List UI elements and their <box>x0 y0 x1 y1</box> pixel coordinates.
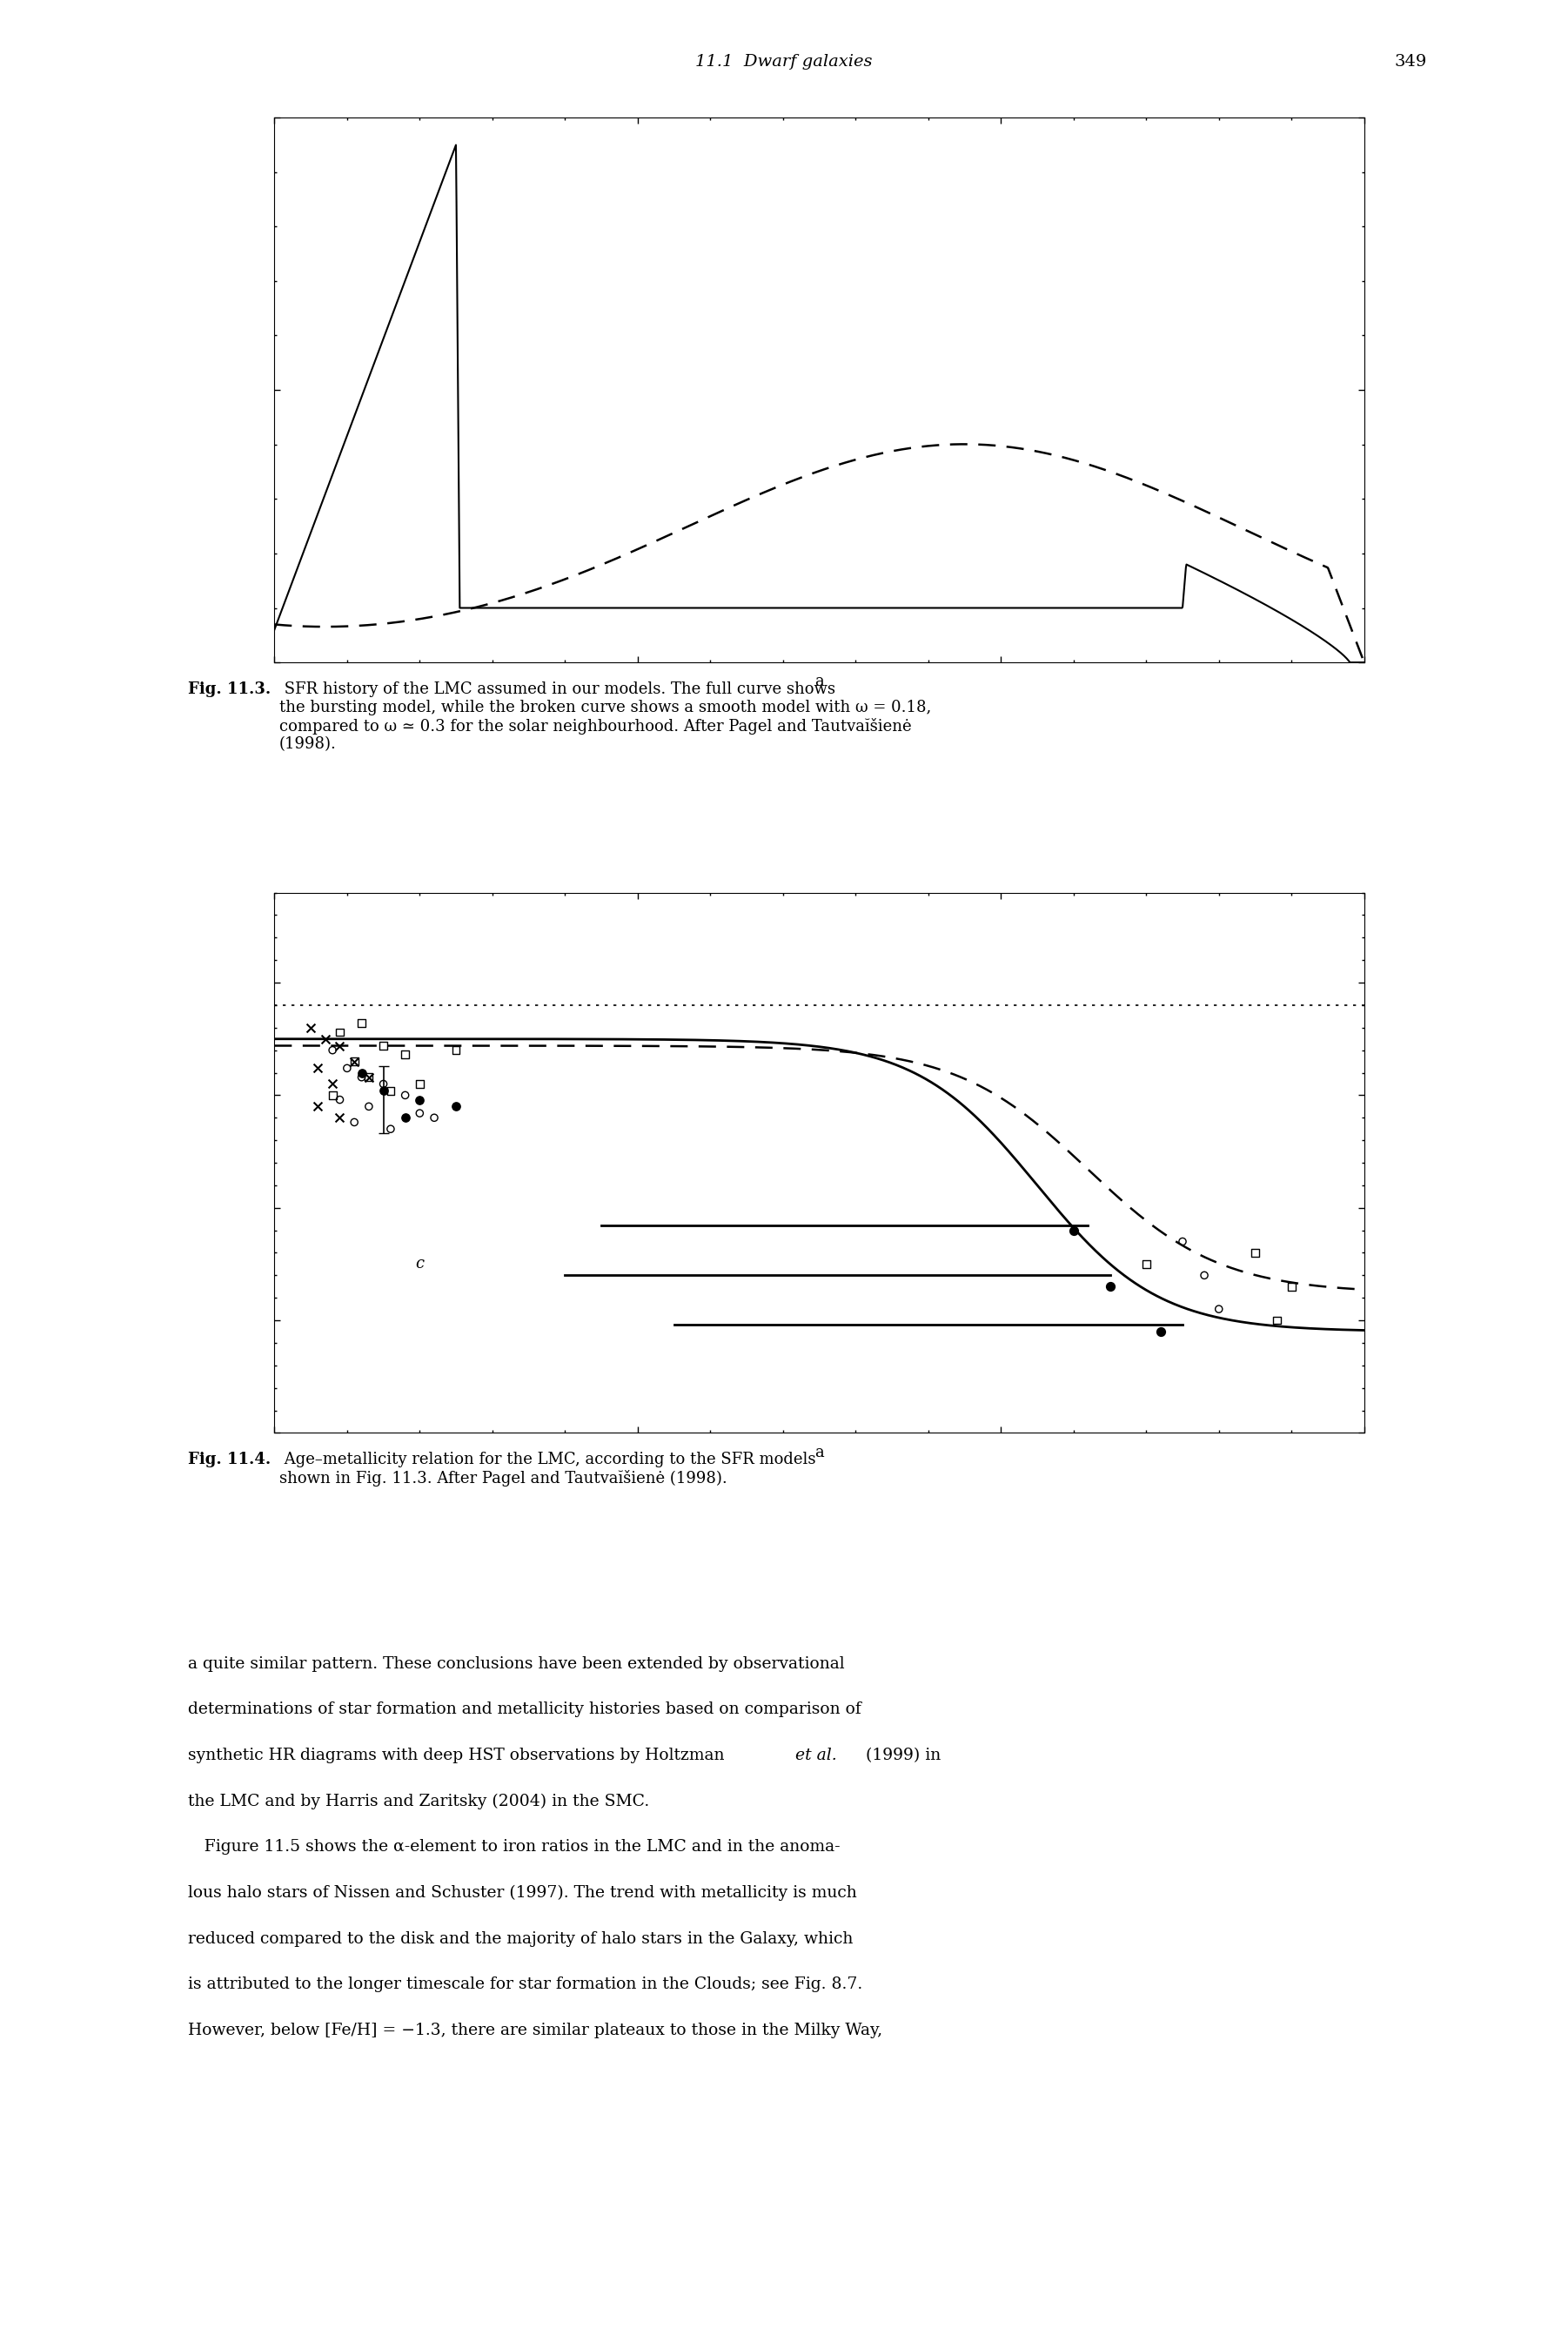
Text: Fig. 11.4.: Fig. 11.4. <box>188 1452 271 1468</box>
Point <box>1148 1313 1173 1351</box>
Point <box>1134 1245 1159 1283</box>
Text: c: c <box>416 1257 423 1271</box>
Point <box>334 1050 359 1088</box>
Point <box>378 1111 403 1149</box>
Point <box>350 1055 375 1092</box>
Point <box>370 1064 395 1102</box>
Point <box>408 1064 433 1102</box>
Point <box>312 1019 337 1057</box>
Text: the LMC and by Harris and Zaritsky (2004) in the SMC.: the LMC and by Harris and Zaritsky (2004… <box>188 1795 649 1809</box>
Point <box>342 1043 367 1081</box>
Text: Age–metallicity relation for the LMC, according to the SFR models
shown in Fig. : Age–metallicity relation for the LMC, ac… <box>279 1452 815 1487</box>
Point <box>1264 1301 1289 1339</box>
Point <box>306 1050 331 1088</box>
Point <box>306 1088 331 1125</box>
Text: determinations of star formation and metallicity histories based on comparison o: determinations of star formation and met… <box>188 1701 861 1717</box>
Point <box>1279 1268 1305 1306</box>
Point <box>328 1012 353 1050</box>
Point <box>356 1059 381 1097</box>
Text: However, below [Fe/H] = −1.3, there are similar plateaux to those in the Milky W: However, below [Fe/H] = −1.3, there are … <box>188 2022 883 2039</box>
Point <box>1098 1268 1123 1306</box>
Point <box>350 1005 375 1043</box>
Point <box>408 1081 433 1118</box>
Point <box>444 1031 469 1069</box>
Point <box>408 1095 433 1132</box>
Point <box>392 1099 417 1137</box>
Text: SFR history of the LMC assumed in our models. The full curve shows
the bursting : SFR history of the LMC assumed in our mo… <box>279 681 931 752</box>
Point <box>328 1027 353 1064</box>
Point <box>392 1036 417 1073</box>
Point <box>1062 1212 1087 1250</box>
Point <box>392 1076 417 1113</box>
Point <box>298 1010 323 1048</box>
Text: synthetic HR diagrams with deep HST observations by Holtzman: synthetic HR diagrams with deep HST obse… <box>188 1748 724 1764</box>
Text: a quite similar pattern. These conclusions have been extended by observational: a quite similar pattern. These conclusio… <box>188 1656 845 1672</box>
Point <box>1170 1224 1195 1261</box>
Point <box>444 1088 469 1125</box>
Point <box>342 1104 367 1142</box>
Point <box>1206 1290 1231 1327</box>
Text: et al.: et al. <box>790 1748 837 1764</box>
Point <box>378 1071 403 1109</box>
Point <box>328 1081 353 1118</box>
Point <box>320 1031 345 1069</box>
Text: reduced compared to the disk and the majority of halo stars in the Galaxy, which: reduced compared to the disk and the maj… <box>188 1931 853 1947</box>
Text: lous halo stars of Nissen and Schuster (1997). The trend with metallicity is muc: lous halo stars of Nissen and Schuster (… <box>188 1884 858 1900</box>
Point <box>320 1076 345 1113</box>
Text: 349: 349 <box>1394 54 1427 70</box>
Text: Fig. 11.3.: Fig. 11.3. <box>188 681 271 698</box>
Point <box>350 1059 375 1097</box>
Point <box>356 1059 381 1097</box>
Point <box>1192 1257 1217 1294</box>
X-axis label: a: a <box>815 1445 823 1461</box>
Point <box>328 1099 353 1137</box>
Text: Figure 11.5 shows the α-element to iron ratios in the LMC and in the anoma-: Figure 11.5 shows the α-element to iron … <box>188 1839 840 1856</box>
Point <box>370 1027 395 1064</box>
Point <box>370 1071 395 1109</box>
Text: is attributed to the longer timescale for star formation in the Clouds; see Fig.: is attributed to the longer timescale fo… <box>188 1978 862 1992</box>
Point <box>320 1064 345 1102</box>
Text: 11.1  Dwarf galaxies: 11.1 Dwarf galaxies <box>696 54 872 70</box>
Point <box>1243 1233 1269 1271</box>
Point <box>356 1088 381 1125</box>
X-axis label: a: a <box>815 674 823 691</box>
Text: (1999) in: (1999) in <box>861 1748 941 1764</box>
Point <box>342 1043 367 1081</box>
Point <box>422 1099 447 1137</box>
